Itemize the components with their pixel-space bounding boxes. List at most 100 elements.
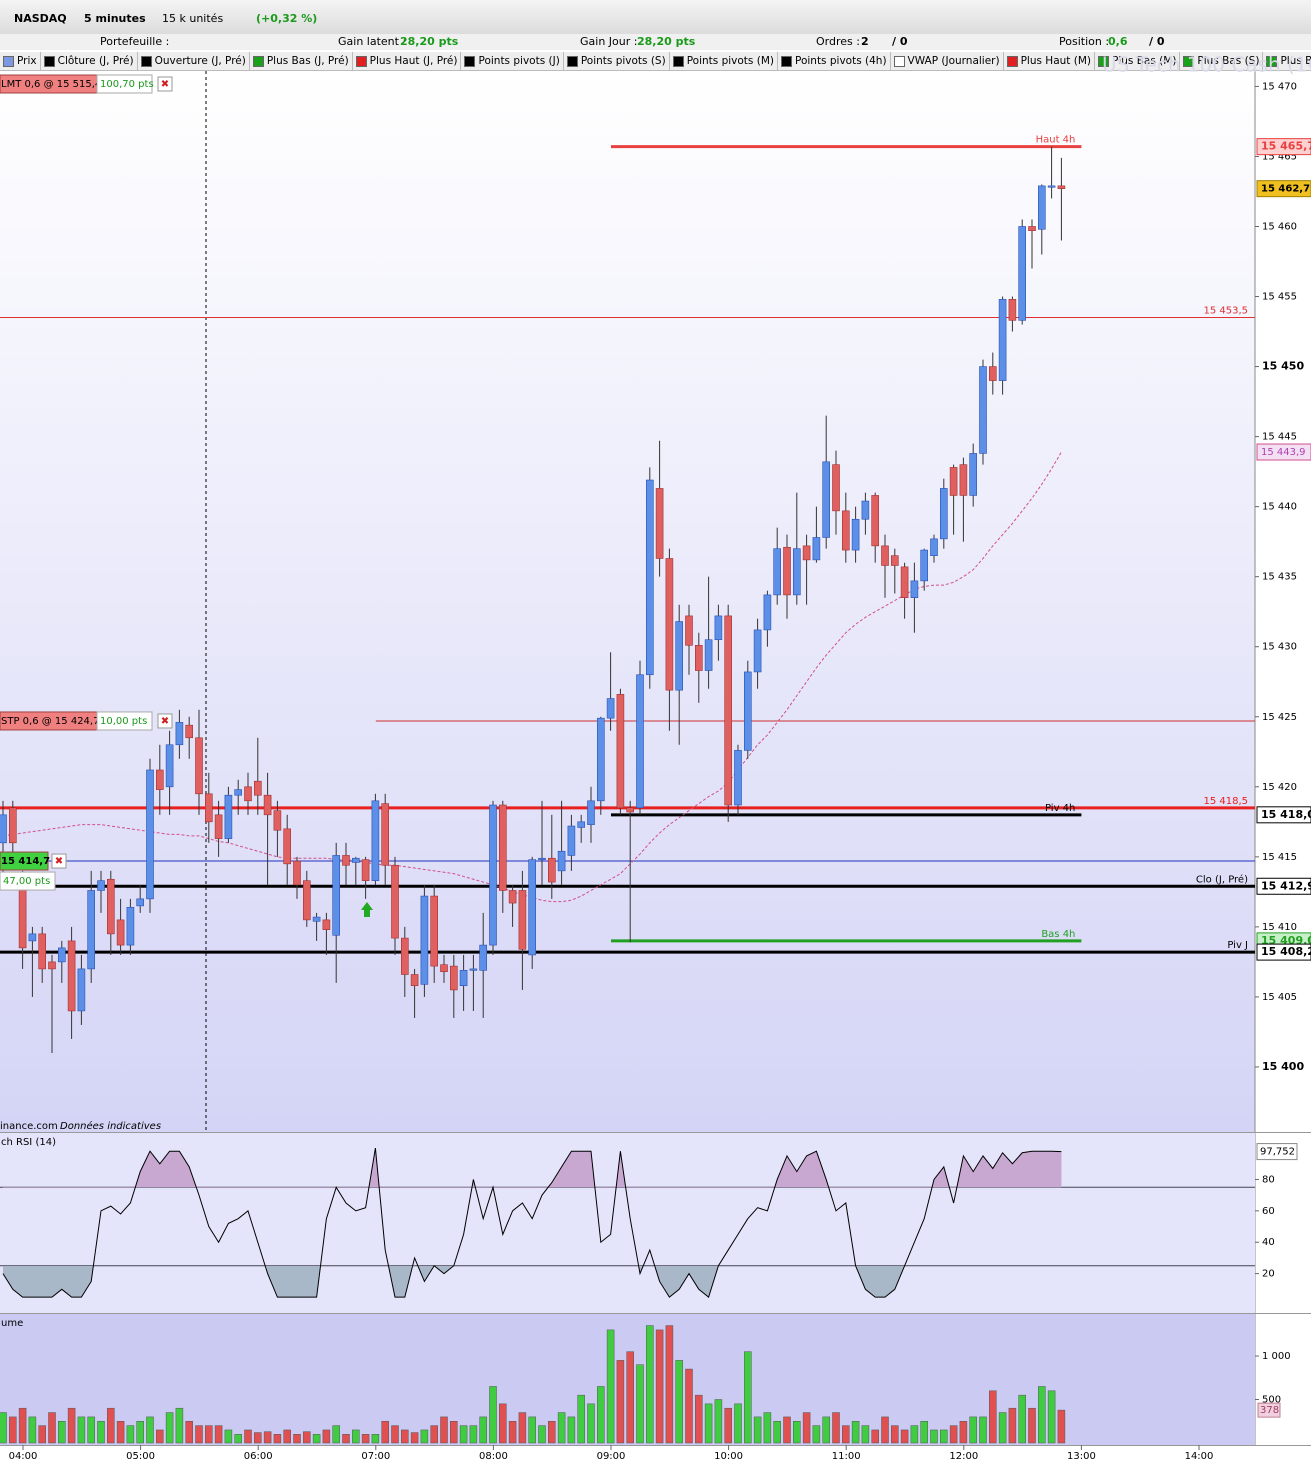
axis-price-box — [1256, 180, 1311, 198]
candle-body — [273, 810, 282, 831]
y-tick-label: 15 410 — [1262, 922, 1297, 933]
volume-bar — [361, 1434, 370, 1444]
volume-bar — [499, 1403, 507, 1444]
rsi-panel — [0, 1133, 1255, 1313]
y-tick-label: 15 460 — [1262, 221, 1297, 232]
indicator-tab[interactable]: Plus Haut (J, Pré) — [353, 52, 462, 70]
candle-body — [0, 814, 7, 844]
volume-bar — [538, 1425, 546, 1444]
volume-bar — [626, 1351, 634, 1444]
volume-bar — [28, 1416, 37, 1444]
volume-bar — [577, 1394, 585, 1444]
volume-bar — [420, 1429, 429, 1444]
order-tag — [0, 851, 49, 871]
indicator-tab[interactable]: Plus Bas (M) — [1095, 52, 1181, 70]
indicator-tab[interactable]: Points pivots (M) — [670, 52, 778, 70]
volume-bar — [352, 1429, 360, 1444]
candle-body — [1028, 226, 1036, 231]
indicator-tab[interactable]: Points pivots (S) — [564, 52, 670, 70]
volume-bar — [410, 1432, 419, 1444]
indicator-tabs: Prix Clôture (J, Pré) Ouverture (J, Pré) Pl… — [0, 52, 1311, 71]
tab-label: Plus Bas (J, Pré) — [266, 55, 349, 67]
candle-body — [410, 974, 419, 987]
y-tick-label: 15 465 — [1262, 151, 1297, 162]
indicator-tab[interactable]: Plus Bas (S) — [1180, 52, 1264, 70]
axis-price-label: 15 408,2 — [1261, 945, 1311, 958]
orders-value[interactable]: 2 — [861, 35, 869, 48]
candle-body — [685, 615, 693, 646]
rsi-tick-label: 80 — [1262, 1174, 1275, 1185]
candle-body — [792, 548, 801, 596]
candle-body — [28, 933, 37, 942]
candle-body — [587, 800, 595, 825]
order-points-box — [96, 711, 153, 731]
latent-label: Gain latent : — [338, 35, 407, 48]
indicator-tab[interactable]: Clôture (J, Pré) — [41, 52, 138, 70]
candle-body — [841, 510, 850, 551]
y-tick-label: 15 450 — [1262, 360, 1304, 373]
candle-body — [890, 555, 899, 566]
level-name: Piv 4h — [1045, 803, 1075, 814]
volume-bar — [1028, 1407, 1036, 1444]
candle-body — [420, 895, 429, 985]
x-tick-label: 04:00 — [9, 1451, 38, 1462]
volume-bar — [557, 1412, 566, 1444]
period[interactable]: 5 minutes — [84, 12, 146, 25]
candle-body — [126, 906, 135, 946]
volume-bar — [989, 1390, 997, 1444]
candle-body — [18, 884, 27, 949]
candle-body — [254, 780, 262, 796]
volume-bar — [773, 1421, 781, 1444]
axis-price-label: 15 412,9 — [1261, 879, 1311, 892]
indicator-tab[interactable]: Plus Ba — [1263, 52, 1311, 70]
indicator-tab[interactable]: Ouverture (J, Pré) — [138, 52, 250, 70]
volume-bar — [459, 1425, 468, 1444]
volume-bar — [871, 1429, 879, 1444]
candle-body — [528, 859, 537, 956]
level-price-label: 15 418,5 — [1203, 796, 1248, 807]
candle-body — [812, 537, 821, 561]
axis-price-box — [1256, 877, 1311, 895]
volume-panel — [0, 1314, 1255, 1445]
volume-bar — [254, 1432, 262, 1444]
candle-body — [361, 859, 370, 881]
indicator-tab[interactable]: Plus Haut (M) — [1004, 52, 1095, 70]
vwap-last-label: 15 443,9 — [1261, 447, 1306, 458]
y-tick-label: 15 470 — [1262, 81, 1297, 92]
candle-body — [920, 549, 929, 582]
candle-body — [165, 744, 174, 788]
volume-bar — [822, 1416, 830, 1444]
order-points-box — [0, 871, 56, 891]
volume-bar — [283, 1429, 291, 1444]
volume-bar — [1038, 1386, 1046, 1444]
rsi-tick-label: 40 — [1262, 1237, 1275, 1248]
latent-value: 28,20 pts — [400, 35, 459, 48]
volume-bar — [342, 1434, 350, 1444]
candle-body — [283, 828, 292, 865]
indicator-tab[interactable]: Points pivots (4h) — [778, 52, 891, 70]
indicator-tab[interactable]: VWAP (Journalier) — [891, 52, 1004, 70]
size[interactable]: 15 k unités — [162, 12, 224, 25]
candle-body — [156, 769, 164, 790]
volume-bar — [881, 1416, 889, 1444]
indicator-tab[interactable]: Plus Bas (J, Pré) — [250, 52, 353, 70]
tab-label: Ouverture (J, Pré) — [154, 55, 246, 67]
y-tick-label: 15 445 — [1262, 432, 1297, 443]
candle-body — [802, 545, 811, 561]
candle-body — [57, 947, 66, 963]
x-tick-label: 14:00 — [1185, 1451, 1214, 1462]
candle-body — [518, 890, 527, 950]
candle-body — [263, 794, 272, 816]
indicator-tab[interactable]: Points pivots (J) — [461, 52, 564, 70]
instrument[interactable]: NASDAQ — [14, 12, 67, 25]
volume-bar — [0, 1412, 7, 1444]
x-tick-label: 13:00 — [1067, 1451, 1096, 1462]
candle-body — [939, 488, 948, 540]
volume-bar — [744, 1351, 752, 1444]
position-value[interactable]: 0,6 — [1108, 35, 1128, 48]
indicator-tab[interactable]: Prix — [0, 52, 41, 70]
volume-bar — [401, 1429, 409, 1444]
volume-bar — [783, 1416, 791, 1444]
tab-label: Plus Haut (J, Pré) — [369, 55, 458, 67]
